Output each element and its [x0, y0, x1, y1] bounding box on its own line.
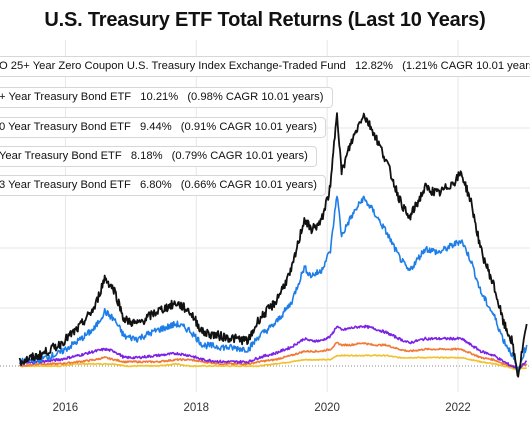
x-tick-label-2020: 2020: [314, 402, 340, 414]
x-tick-label-2018: 2018: [183, 402, 209, 414]
legend-cagr: (0.98% CAGR 10.01 years): [187, 91, 324, 103]
legend-name: Year Treasury Bond ETF: [0, 150, 122, 162]
series-line-0: [18, 112, 528, 378]
legend-total-return: 10.21%: [140, 91, 179, 103]
legend-total-return: 8.18%: [130, 150, 163, 162]
legend-entry-0: O 25+ Year Zero Coupon U.S. Treasury Ind…: [0, 56, 530, 77]
legend-name: 3 Year Treasury Bond ETF: [0, 179, 131, 191]
series-line-2: [19, 324, 528, 370]
legend-name: 0 Year Treasury Bond ETF: [0, 121, 131, 133]
chart-title: U.S. Treasury ETF Total Returns (Last 10…: [44, 9, 486, 31]
legend-entry-2: 0 Year Treasury Bond ETF 9.44% (0.91% CA…: [0, 117, 326, 138]
legend-entry-3: Year Treasury Bond ETF 8.18% (0.79% CAGR…: [0, 146, 317, 167]
legend-total-return: 6.80%: [139, 179, 172, 191]
series-lines: [18, 112, 528, 378]
series-line-1: [18, 195, 528, 375]
legend-cagr: (1.21% CAGR 10.01 years): [402, 60, 530, 72]
legend-cagr: (0.66% CAGR 10.01 years): [180, 179, 317, 191]
x-tick-label-2016: 2016: [53, 402, 79, 414]
series-line-4: [19, 354, 527, 372]
legend-total-return: 12.82%: [355, 60, 393, 72]
legend-total-return: 9.44%: [139, 121, 172, 133]
x-tick-label-2022: 2022: [445, 402, 471, 414]
legend-entry-4: 3 Year Treasury Bond ETF 6.80% (0.66% CA…: [0, 175, 326, 196]
series-line-3: [19, 341, 528, 369]
legend-name: O 25+ Year Zero Coupon U.S. Treasury Ind…: [0, 60, 346, 72]
legend-entry-1: + Year Treasury Bond ETF 10.21% (0.98% C…: [0, 87, 333, 108]
legend-name: + Year Treasury Bond ETF: [0, 91, 132, 103]
legend-cagr: (0.79% CAGR 10.01 years): [171, 150, 308, 162]
x-axis-ticks: 2016 2018 2020 2022: [53, 402, 471, 414]
legend-cagr: (0.91% CAGR 10.01 years): [180, 121, 317, 133]
